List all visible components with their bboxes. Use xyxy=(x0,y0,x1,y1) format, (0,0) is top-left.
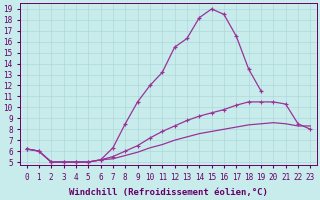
X-axis label: Windchill (Refroidissement éolien,°C): Windchill (Refroidissement éolien,°C) xyxy=(69,188,268,197)
